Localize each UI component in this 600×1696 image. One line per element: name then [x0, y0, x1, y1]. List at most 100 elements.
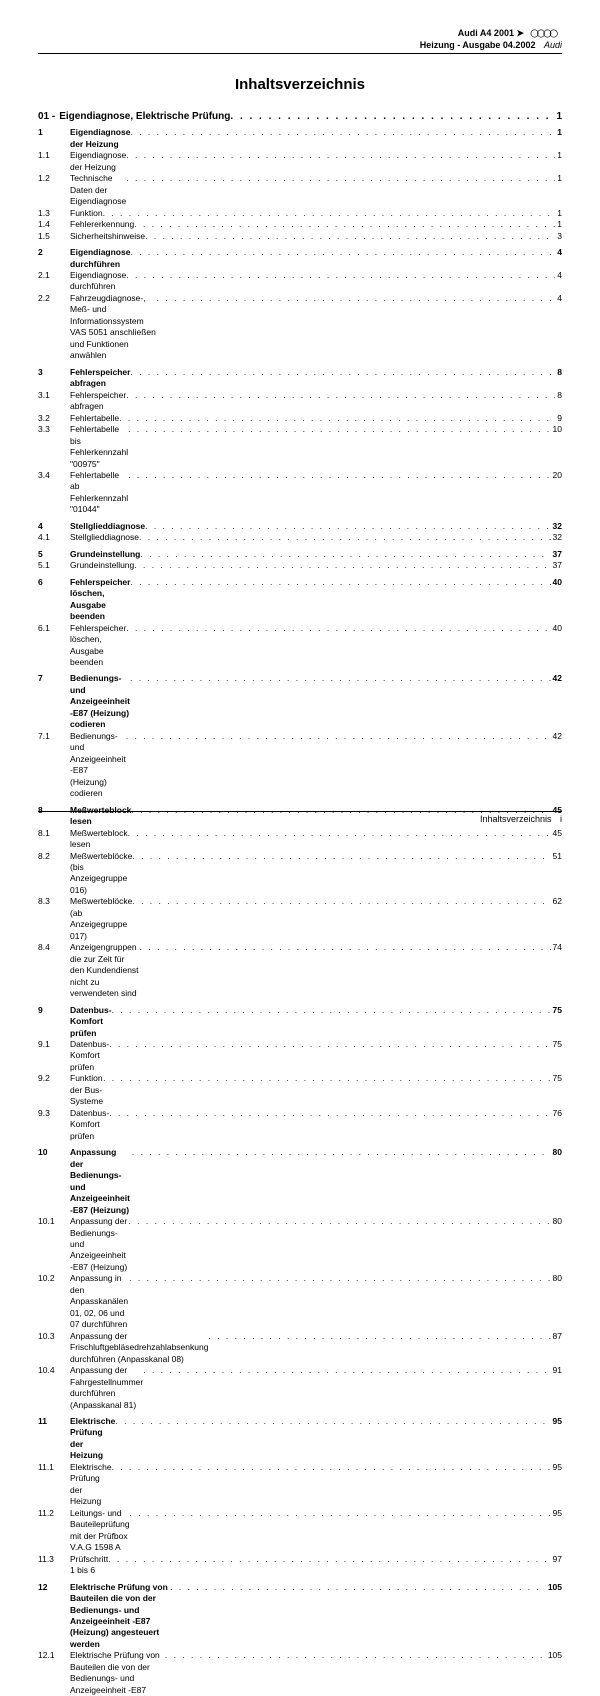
toc-entry: 1.5Sicherheitshinweise. . . . . . . . . … [38, 231, 562, 242]
entry-number: 9.1 [38, 1039, 70, 1073]
entry-wrap: Eigendiagnose durchführen. . . . . . . .… [70, 270, 555, 293]
leader-dots: . . . . . . . . . . . . . . . . . . . . … [130, 367, 555, 390]
leader-dots: . . . . . . . . . . . . . . . . . . . . … [129, 1273, 550, 1330]
entry-number: 3.1 [38, 390, 70, 413]
leader-dots: . . . . . . . . . . . . . . . . . . . . … [208, 1331, 550, 1365]
toc-group: 6Fehlerspeicher löschen, Ausgabe beenden… [38, 577, 562, 669]
entry-number: 1.2 [38, 173, 70, 207]
entry-page: 40 [551, 623, 562, 669]
entry-title: Fehlerspeicher abfragen [70, 367, 130, 390]
entry-page: 32 [551, 521, 562, 532]
entry-wrap: Funktion. . . . . . . . . . . . . . . . … [70, 208, 555, 219]
entry-page: 37 [551, 560, 562, 571]
entry-wrap: Anpassung der Frischluftgebläsedrehzahla… [70, 1331, 551, 1365]
entry-wrap: Leitungs- und Bauteileprüfung mit der Pr… [70, 1508, 551, 1554]
leader-dots: . . . . . . . . . . . . . . . . . . . . … [109, 1039, 550, 1073]
entry-page: 76 [551, 1108, 562, 1142]
entry-page: 95 [551, 1416, 562, 1462]
leader-dots: . . . . . . . . . . . . . . . . . . . . … [126, 390, 555, 413]
entry-page: 74 [551, 942, 562, 999]
entry-wrap: Elektrische Prüfung von Bauteilen die vo… [70, 1582, 546, 1651]
leader-dots: . . . . . . . . . . . . . . . . . . . . … [130, 673, 551, 730]
entry-page: 4 [555, 270, 562, 293]
entry-number: 11.3 [38, 1554, 70, 1577]
entry-number: 11 [38, 1416, 70, 1462]
entry-title: Meßwerteblöcke (bis Anzeigegruppe 016) [70, 851, 132, 897]
leader-dots: . . . . . . . . . . . . . . . . . . . . … [130, 577, 550, 623]
toc-entry: 8.3Meßwerteblöcke (ab Anzeigegruppe 017)… [38, 896, 562, 942]
leader-dots: . . . . . . . . . . . . . . . . . . . . … [134, 219, 555, 230]
entry-title: Funktion der Bus-Systeme [70, 1073, 103, 1107]
entry-page: 80 [551, 1273, 562, 1330]
entry-number: 10 [38, 1147, 70, 1216]
leader-dots: . . . . . . . . . . . . . . . . . . . . … [140, 549, 550, 560]
entry-number: 8.4 [38, 942, 70, 999]
entry-page: 45 [551, 828, 562, 851]
entry-number: 8.3 [38, 896, 70, 942]
toc-entry: 5.1Grundeinstellung. . . . . . . . . . .… [38, 560, 562, 571]
entry-page: 3 [555, 231, 562, 242]
entry-title: Fehlerspeicher löschen, Ausgabe beenden [70, 577, 130, 623]
page-footer: Inhaltsverzeichnis i [38, 811, 562, 824]
entry-title: Anpassung der Bedienungs- und Anzeigeein… [70, 1147, 132, 1216]
entry-page: 32 [551, 532, 562, 543]
entry-title: Elektrische Prüfung der Heizung [70, 1416, 115, 1462]
leader-dots: . . . . . . . . . . . . . . . . . . . . … [126, 623, 550, 669]
entry-wrap: Fehlertabelle ab Fehlerkennzahl "01044".… [70, 470, 551, 516]
entry-number: 2.2 [38, 293, 70, 362]
entry-title: Meßwerteblöcke (ab Anzeigegruppe 017) [70, 896, 132, 942]
toc-group: 7Bedienungs- und Anzeigeeinheit -E87 (He… [38, 673, 562, 799]
toc-entry: 10.2Anpassung in den Anpasskanälen 01, 0… [38, 1273, 562, 1330]
leader-dots: . . . . . . . . . . . . . . . . . . . . … [115, 1416, 550, 1462]
entry-title: Eigendiagnose der Heizung [70, 127, 130, 150]
toc-entry: 2.1Eigendiagnose durchführen. . . . . . … [38, 270, 562, 293]
entry-title: Grundeinstellung [70, 549, 140, 560]
entry-wrap: Anpassung der Bedienungs- und Anzeigeein… [70, 1147, 551, 1216]
leader-dots: . . . . . . . . . . . . . . . . . . . . … [130, 1508, 551, 1554]
entry-number: 8.1 [38, 828, 70, 851]
entry-wrap: Fehlerspeicher löschen, Ausgabe beenden.… [70, 577, 551, 623]
entry-page: 105 [546, 1650, 562, 1696]
toc-entry: 12.1Elektrische Prüfung von Bauteilen di… [38, 1650, 562, 1696]
entry-title: Bedienungs- und Anzeigeeinheit -E87 (Hei… [70, 731, 126, 800]
entry-number: 11.2 [38, 1508, 70, 1554]
entry-page: 80 [551, 1147, 562, 1216]
entry-page: 4 [555, 293, 562, 362]
entry-wrap: Funktion der Bus-Systeme. . . . . . . . … [70, 1073, 551, 1107]
toc-entry: 10.1Anpassung der Bedienungs- und Anzeig… [38, 1216, 562, 1273]
entry-number: 1.5 [38, 231, 70, 242]
entry-wrap: Fehlerspeicher abfragen. . . . . . . . .… [70, 390, 555, 413]
toc-group: 4Stellglieddiagnose. . . . . . . . . . .… [38, 521, 562, 544]
entry-title: Leitungs- und Bauteileprüfung mit der Pr… [70, 1508, 130, 1554]
leader-dots: . . . . . . . . . . . . . . . . . . . . … [145, 521, 550, 532]
toc-entry: 1.1Eigendiagnose der Heizung. . . . . . … [38, 150, 562, 173]
entry-page: 97 [551, 1554, 562, 1577]
entry-wrap: Datenbus-Komfort prüfen. . . . . . . . .… [70, 1005, 551, 1039]
entry-wrap: Technische Daten der Eigendiagnose. . . … [70, 173, 555, 207]
entry-wrap: Grundeinstellung. . . . . . . . . . . . … [70, 560, 551, 571]
entry-title: Eigendiagnose durchführen [70, 247, 130, 270]
leader-dots: . . . . . . . . . . . . . . . . . . . . … [165, 1650, 546, 1696]
entry-title: Meßwerteblock lesen [70, 828, 128, 851]
entry-number: 4.1 [38, 532, 70, 543]
toc-entry: 12Elektrische Prüfung von Bauteilen die … [38, 1582, 562, 1651]
entry-wrap: Bedienungs- und Anzeigeeinheit -E87 (Hei… [70, 673, 551, 730]
entry-page: 37 [551, 549, 562, 560]
leader-dots: . . . . . . . . . . . . . . . . . . . . … [126, 150, 555, 173]
entry-title: Anpassung in den Anpasskanälen 01, 02, 0… [70, 1273, 129, 1330]
toc-entry: 3.3Fehlertabelle bis Fehlerkennzahl "009… [38, 424, 562, 470]
entry-page: 75 [551, 1005, 562, 1039]
entry-number: 5 [38, 549, 70, 560]
entry-number: 12.1 [38, 1650, 70, 1696]
entry-number: 5.1 [38, 560, 70, 571]
entry-title: Anpassung der Fahrgestellnummer durchfüh… [70, 1365, 143, 1411]
entry-title: Anpassung der Frischluftgebläsedrehzahla… [70, 1331, 208, 1365]
entry-wrap: Grundeinstellung. . . . . . . . . . . . … [70, 549, 551, 560]
entry-number: 10.4 [38, 1365, 70, 1411]
toc-entry: 3.4Fehlertabelle ab Fehlerkennzahl "0104… [38, 470, 562, 516]
entry-title: Datenbus-Komfort prüfen [70, 1039, 109, 1073]
toc-entry: 9.1Datenbus-Komfort prüfen. . . . . . . … [38, 1039, 562, 1073]
header-line-2: Heizung - Ausgabe 04.2002 Audi [38, 40, 562, 52]
chapter-title: Eigendiagnose, Elektrische Prüfung [59, 111, 230, 122]
entry-title: Grundeinstellung [70, 560, 134, 571]
